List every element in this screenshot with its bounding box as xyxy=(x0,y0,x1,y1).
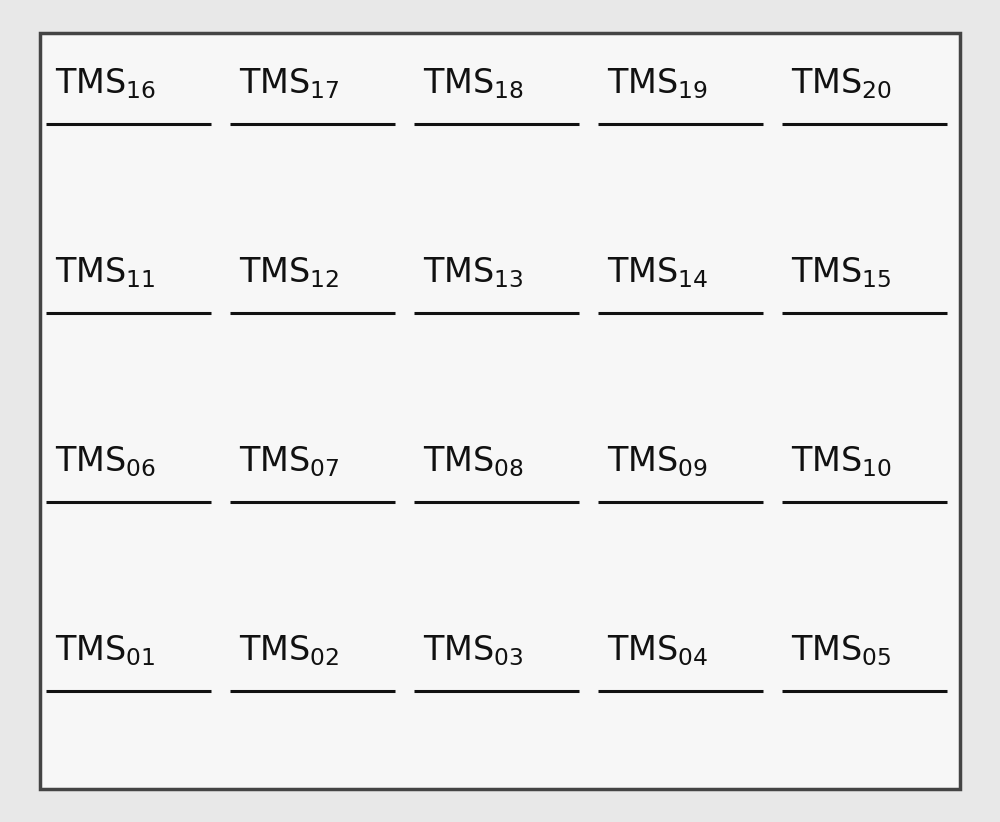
Text: $\mathrm{TMS}_{15}$: $\mathrm{TMS}_{15}$ xyxy=(791,256,891,290)
Text: $\mathrm{TMS}_{03}$: $\mathrm{TMS}_{03}$ xyxy=(423,634,523,668)
Text: $\mathrm{TMS}_{10}$: $\mathrm{TMS}_{10}$ xyxy=(791,445,892,479)
Text: $\mathrm{TMS}_{06}$: $\mathrm{TMS}_{06}$ xyxy=(55,445,156,479)
Text: $\mathrm{TMS}_{02}$: $\mathrm{TMS}_{02}$ xyxy=(239,634,339,668)
Text: $\mathrm{TMS}_{07}$: $\mathrm{TMS}_{07}$ xyxy=(239,445,339,479)
Text: $\mathrm{TMS}_{12}$: $\mathrm{TMS}_{12}$ xyxy=(239,256,339,290)
Text: $\mathrm{TMS}_{05}$: $\mathrm{TMS}_{05}$ xyxy=(791,634,891,668)
Text: $\mathrm{TMS}_{08}$: $\mathrm{TMS}_{08}$ xyxy=(423,445,524,479)
Text: $\mathrm{TMS}_{09}$: $\mathrm{TMS}_{09}$ xyxy=(607,445,708,479)
Text: $\mathrm{TMS}_{20}$: $\mathrm{TMS}_{20}$ xyxy=(791,67,892,101)
Text: $\mathrm{TMS}_{16}$: $\mathrm{TMS}_{16}$ xyxy=(55,67,156,101)
Text: $\mathrm{TMS}_{01}$: $\mathrm{TMS}_{01}$ xyxy=(55,634,155,668)
Text: $\mathrm{TMS}_{11}$: $\mathrm{TMS}_{11}$ xyxy=(55,256,155,290)
Text: $\mathrm{TMS}_{18}$: $\mathrm{TMS}_{18}$ xyxy=(423,67,524,101)
Text: $\mathrm{TMS}_{14}$: $\mathrm{TMS}_{14}$ xyxy=(607,256,708,290)
Text: $\mathrm{TMS}_{19}$: $\mathrm{TMS}_{19}$ xyxy=(607,67,708,101)
Text: $\mathrm{TMS}_{17}$: $\mathrm{TMS}_{17}$ xyxy=(239,67,339,101)
Text: $\mathrm{TMS}_{13}$: $\mathrm{TMS}_{13}$ xyxy=(423,256,523,290)
Text: $\mathrm{TMS}_{04}$: $\mathrm{TMS}_{04}$ xyxy=(607,634,708,668)
